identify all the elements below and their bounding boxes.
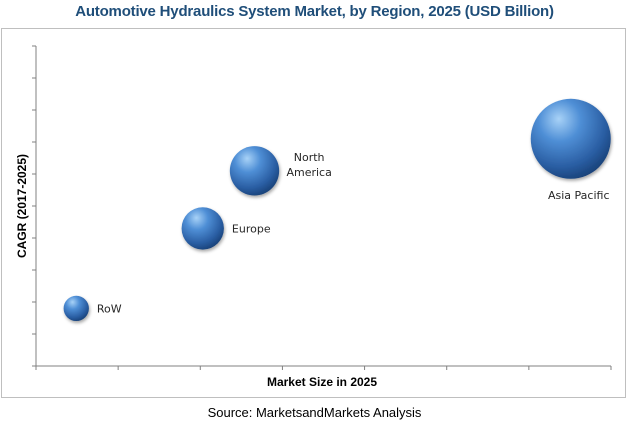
x-axis-title: Market Size in 2025	[267, 375, 377, 389]
bubble-row	[63, 295, 89, 322]
bubble-label-north-america: North America	[286, 151, 331, 179]
bubble-label-europe: Europe	[232, 222, 271, 235]
source-note: Source: MarketsandMarkets Analysis	[207, 405, 422, 420]
bubble-europe	[181, 207, 224, 250]
y-axis-title: CAGR (2017-2025)	[15, 154, 29, 258]
bubble-north-america	[229, 146, 280, 196]
chart-frame	[1, 28, 626, 398]
bubble-label-row: RoW	[97, 302, 122, 315]
bubble-asia-pacific	[530, 98, 611, 179]
bubble-label-asia-pacific: Asia Pacific	[548, 189, 610, 202]
chart-title: Automotive Hydraulics System Market, by …	[75, 3, 554, 20]
